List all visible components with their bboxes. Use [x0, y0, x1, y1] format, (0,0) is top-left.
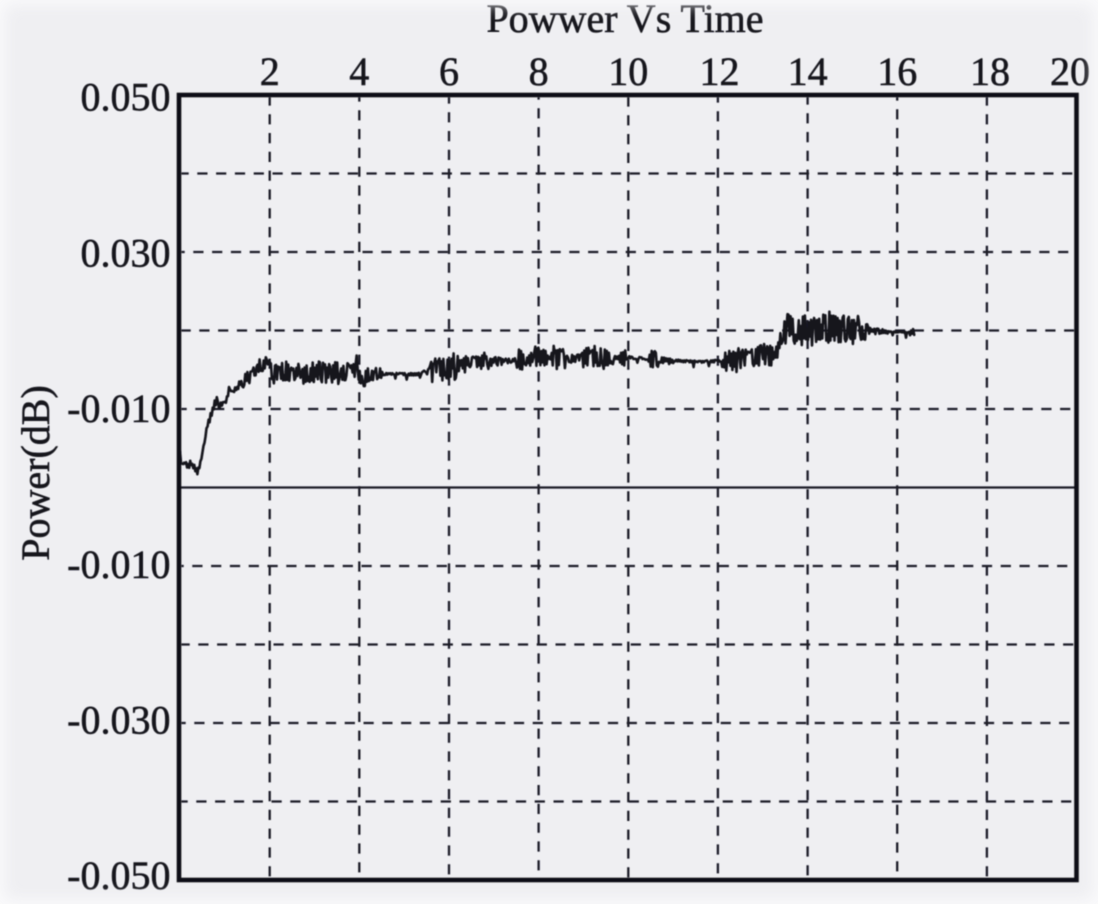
svg-text:6: 6: [439, 49, 459, 94]
svg-text:4: 4: [349, 49, 369, 94]
svg-text:14: 14: [788, 49, 828, 94]
svg-text:0.030: 0.030: [81, 231, 171, 276]
svg-text:-0.010: -0.010: [67, 542, 170, 587]
svg-text:8: 8: [529, 49, 549, 94]
svg-text:-0.030: -0.030: [67, 698, 170, 743]
svg-text:18: 18: [970, 49, 1010, 94]
svg-text:12: 12: [700, 49, 740, 94]
svg-text:-0.050: -0.050: [67, 853, 170, 898]
svg-text:Powwer Vs Time: Powwer Vs Time: [486, 0, 763, 41]
svg-text:2: 2: [260, 49, 280, 94]
svg-text:0.050: 0.050: [81, 75, 171, 120]
svg-text:20: 20: [1050, 49, 1090, 94]
svg-text:16: 16: [877, 49, 917, 94]
svg-text:10: 10: [608, 49, 648, 94]
svg-text:-0.010: -0.010: [67, 386, 170, 431]
svg-text:Power(dB): Power(dB): [13, 385, 58, 561]
